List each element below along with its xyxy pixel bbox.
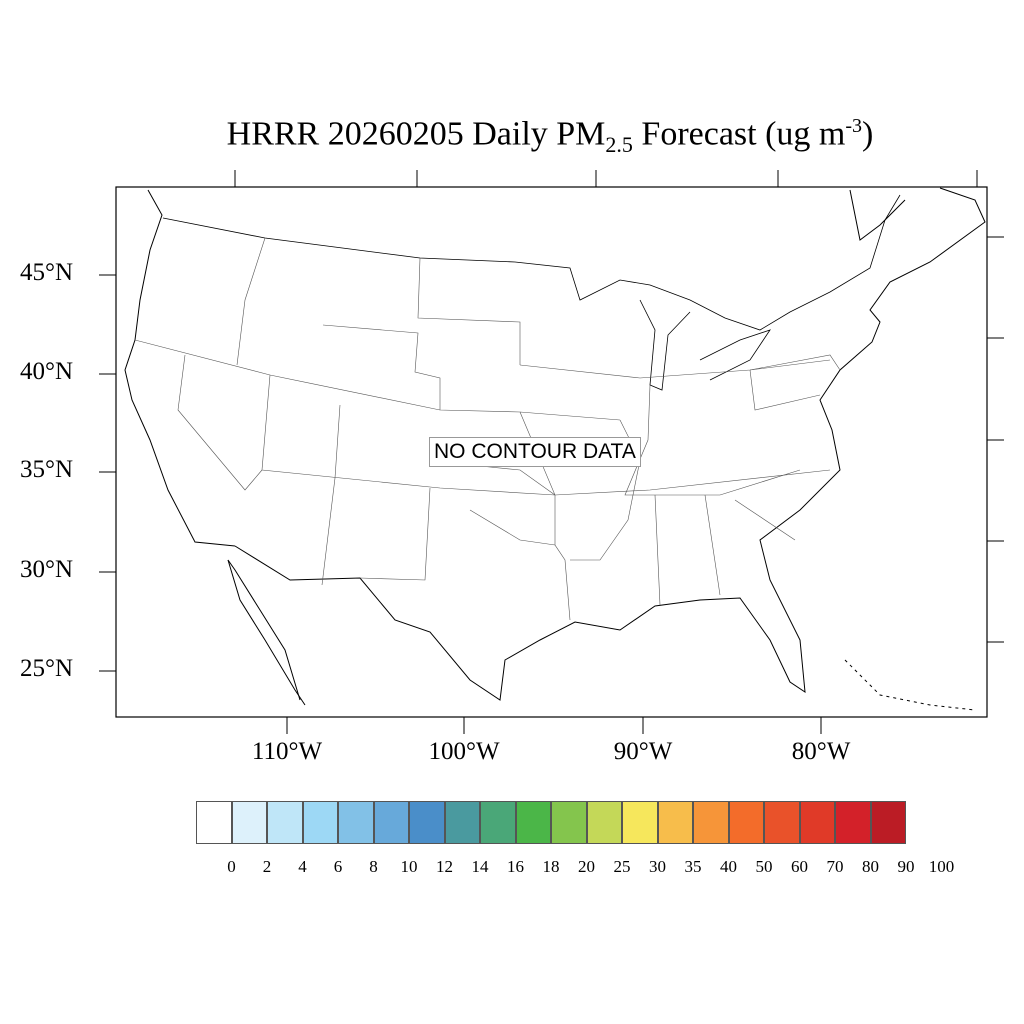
colorbar-box bbox=[231, 801, 267, 844]
colorbar-label: 90 bbox=[897, 857, 915, 876]
colorbar-label: 10 bbox=[400, 857, 418, 876]
no-data-message: NO CONTOUR DATA bbox=[429, 437, 641, 467]
lat-label: 30°N bbox=[20, 556, 74, 583]
colorbar-box bbox=[267, 801, 303, 844]
colorbar-label: 4 bbox=[298, 857, 307, 876]
lat-label: 25°N bbox=[20, 655, 74, 682]
colorbar-label: 50 bbox=[755, 857, 773, 876]
lon-label: 100°W bbox=[428, 738, 500, 765]
lat-label: 40°N bbox=[20, 358, 74, 385]
colorbar-label: 35 bbox=[684, 857, 702, 876]
colorbar-label: 30 bbox=[649, 857, 666, 876]
colorbar-box bbox=[728, 801, 764, 844]
frame-ticks bbox=[99, 170, 1004, 734]
lat-label: 35°N bbox=[20, 456, 74, 483]
colorbar-box bbox=[835, 801, 871, 844]
colorbar-label: 20 bbox=[578, 857, 595, 876]
colorbar-box bbox=[870, 801, 906, 844]
colorbar-box bbox=[586, 801, 622, 844]
colorbar-box bbox=[515, 801, 551, 844]
colorbar-box bbox=[480, 801, 516, 844]
lon-label: 90°W bbox=[613, 738, 673, 765]
colorbar-box bbox=[373, 801, 409, 844]
colorbar-label: 8 bbox=[369, 857, 378, 876]
coastlines bbox=[124, 187, 986, 711]
colorbar-box bbox=[622, 801, 658, 844]
colorbar-label: 70 bbox=[826, 857, 844, 876]
country-borders bbox=[162, 194, 901, 391]
colorbar-box bbox=[799, 801, 835, 844]
colorbar-box bbox=[551, 801, 587, 844]
colorbar-box bbox=[409, 801, 445, 844]
colorbar-label: 18 bbox=[542, 857, 560, 876]
colorbar-label: 80 bbox=[862, 857, 879, 876]
state-borders bbox=[134, 237, 841, 621]
colorbar-label: 40 bbox=[720, 857, 737, 876]
colorbar-label: 100 bbox=[928, 857, 955, 876]
map-frame bbox=[115, 186, 988, 718]
colorbar-label: 2 bbox=[262, 857, 272, 876]
lat-label: 45°N bbox=[20, 259, 74, 286]
colorbar-box bbox=[693, 801, 729, 844]
colorbar-label: 12 bbox=[436, 857, 453, 876]
colorbar-box bbox=[302, 801, 338, 844]
colorbar-box bbox=[338, 801, 374, 844]
colorbar-label: 25 bbox=[613, 857, 631, 876]
lon-label: 110°W bbox=[251, 738, 323, 765]
colorbar-label: 14 bbox=[471, 857, 489, 876]
colorbar-box bbox=[196, 801, 232, 844]
colorbar-label: 60 bbox=[791, 857, 808, 876]
colorbar-label: 0 bbox=[227, 857, 236, 876]
colorbar-label: 6 bbox=[333, 857, 343, 876]
colorbar-box bbox=[444, 801, 480, 844]
colorbar-box bbox=[764, 801, 800, 844]
map-title: HRRR 20260205 Daily PM2.5 Forecast (ug m… bbox=[226, 115, 874, 158]
lon-label: 80°W bbox=[791, 738, 851, 765]
colorbar-label: 16 bbox=[507, 857, 524, 876]
colorbar-box bbox=[657, 801, 693, 844]
